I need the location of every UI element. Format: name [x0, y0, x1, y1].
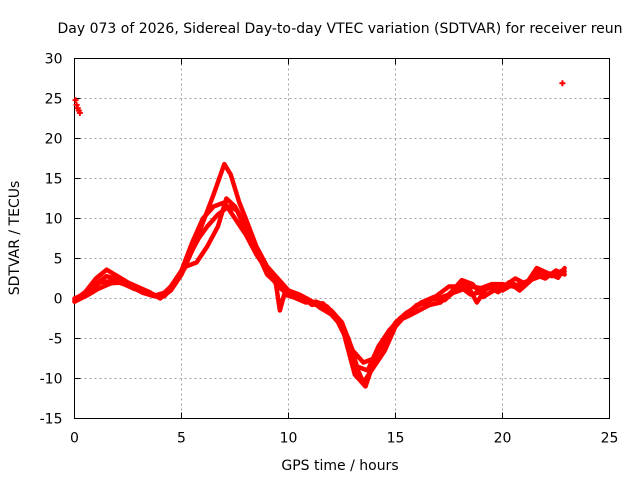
- data-point-start-outliers: [72, 97, 79, 104]
- x-tick-label: 15: [387, 431, 405, 447]
- x-tick-labels: 0 5 10 15 20 25: [70, 431, 618, 447]
- data-point-start-outliers: [73, 101, 80, 108]
- y-axis-title: SDTVAR / TECUs: [7, 181, 23, 296]
- y-tick-label: 0: [54, 292, 63, 308]
- y-tick-labels: 30 25 20 15 10 5 0 -5 -10 -15: [40, 52, 63, 428]
- x-tick-label: 0: [70, 431, 79, 447]
- plot-frame: [74, 58, 610, 419]
- y-tick-label: 10: [45, 212, 63, 228]
- axis-ticks: [74, 58, 610, 419]
- grid: [74, 58, 610, 419]
- y-tick-label: 20: [45, 132, 63, 148]
- series-trace-c: [76, 204, 565, 373]
- data-point-late-outlier: [559, 80, 566, 87]
- y-tick-label: -5: [49, 332, 63, 348]
- series-trace-d: [72, 196, 567, 389]
- y-tick-label: 30: [45, 52, 63, 68]
- y-tick-label: 15: [45, 172, 63, 188]
- x-tick-label: 25: [601, 431, 619, 447]
- y-tick-label: -10: [40, 372, 63, 388]
- x-tick-label: 20: [494, 431, 512, 447]
- x-tick-label: 10: [280, 431, 298, 447]
- x-axis-title: GPS time / hours: [281, 458, 398, 474]
- series-trace-b: [72, 161, 567, 385]
- data-series: [72, 80, 567, 389]
- chart-title: Day 073 of 2026, Sidereal Day-to-day VTE…: [57, 21, 622, 37]
- y-tick-label: 25: [45, 92, 63, 108]
- data-point-start-outliers: [76, 109, 83, 116]
- y-tick-label: 5: [54, 252, 63, 268]
- y-tick-label: -15: [40, 412, 63, 428]
- x-tick-label: 5: [177, 431, 186, 447]
